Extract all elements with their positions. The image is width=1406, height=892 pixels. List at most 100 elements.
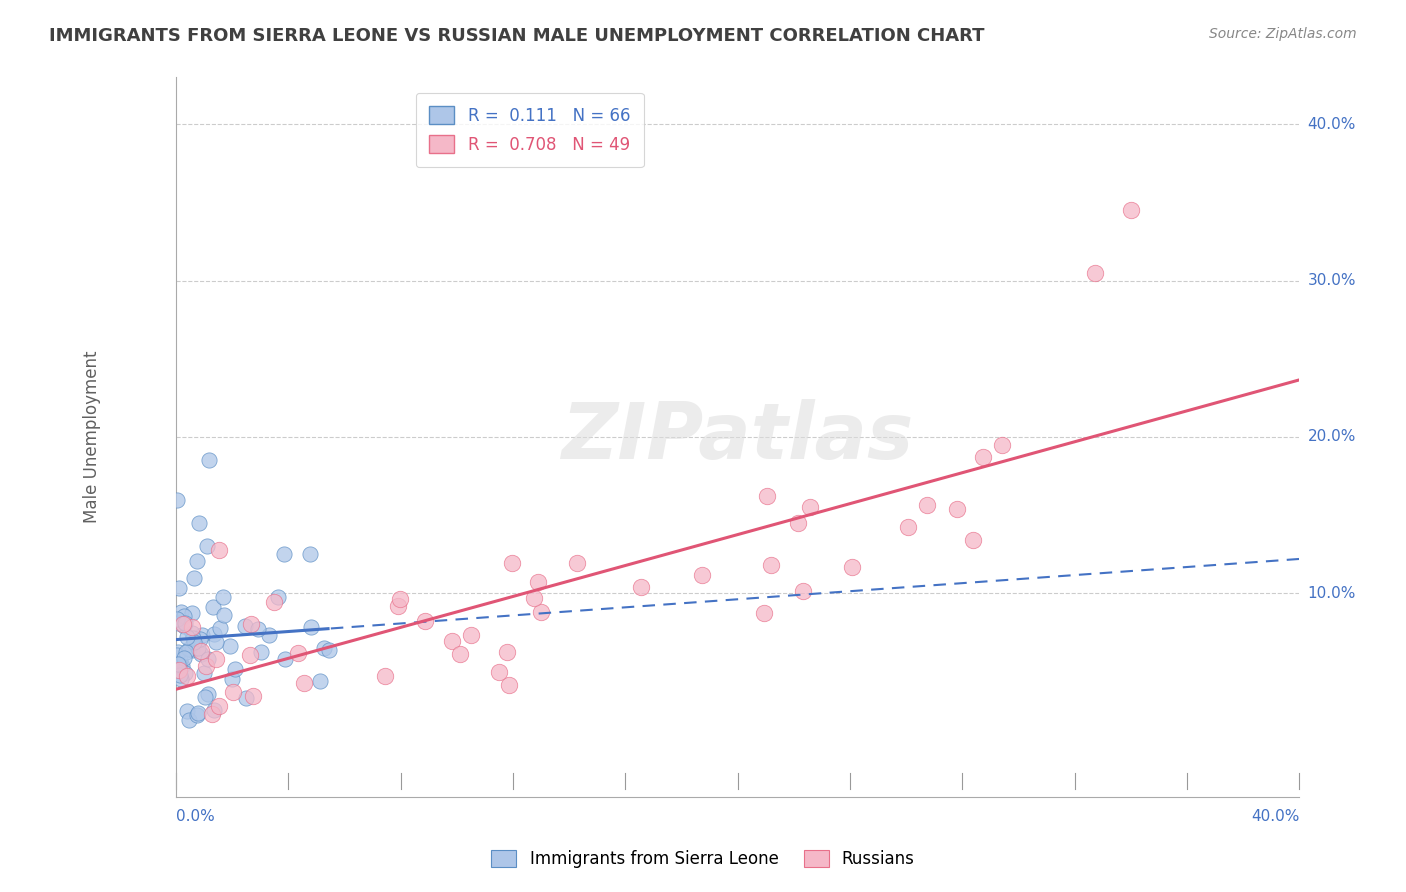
- Point: [218, 639, 240, 653]
- Point: [991, 438, 1014, 452]
- Point: [224, 661, 246, 675]
- Point: [181, 626, 204, 640]
- Point: [413, 614, 436, 628]
- Point: [186, 554, 208, 568]
- Point: [198, 453, 221, 467]
- Point: [204, 634, 226, 648]
- Text: 30.0%: 30.0%: [1308, 273, 1357, 288]
- Point: [181, 606, 204, 620]
- Point: [752, 606, 775, 620]
- Legend: Immigrants from Sierra Leone, Russians: Immigrants from Sierra Leone, Russians: [485, 843, 921, 875]
- Point: [173, 650, 195, 665]
- Point: [170, 605, 193, 619]
- Point: [488, 665, 510, 679]
- Point: [207, 698, 229, 713]
- Point: [181, 632, 204, 646]
- Point: [190, 647, 212, 661]
- Point: [194, 690, 217, 705]
- Point: [197, 687, 219, 701]
- Point: [841, 560, 863, 574]
- Text: IMMIGRANTS FROM SIERRA LEONE VS RUSSIAN MALE UNEMPLOYMENT CORRELATION CHART: IMMIGRANTS FROM SIERRA LEONE VS RUSSIAN …: [49, 27, 984, 45]
- Point: [799, 500, 821, 515]
- Point: [792, 583, 814, 598]
- Point: [388, 591, 411, 606]
- Point: [250, 645, 273, 659]
- Point: [187, 706, 209, 721]
- Point: [287, 646, 309, 660]
- Point: [299, 620, 322, 634]
- Point: [962, 533, 984, 548]
- Point: [177, 713, 200, 727]
- Point: [191, 628, 214, 642]
- Point: [167, 645, 190, 659]
- Text: 10.0%: 10.0%: [1308, 586, 1355, 601]
- Point: [211, 590, 233, 604]
- Point: [202, 627, 225, 641]
- Point: [759, 558, 782, 572]
- Point: [201, 599, 224, 614]
- Point: [176, 668, 198, 682]
- Point: [181, 620, 204, 634]
- Point: [183, 635, 205, 649]
- Point: [239, 648, 262, 663]
- Point: [170, 673, 193, 687]
- Point: [242, 689, 264, 703]
- Point: [173, 666, 195, 681]
- Point: [221, 673, 243, 687]
- Point: [166, 613, 188, 627]
- Point: [222, 685, 245, 699]
- Point: [374, 669, 396, 683]
- Point: [194, 659, 217, 673]
- Text: Male Unemployment: Male Unemployment: [83, 351, 101, 524]
- Point: [449, 647, 471, 661]
- Point: [972, 450, 994, 464]
- Point: [756, 489, 779, 503]
- Point: [273, 547, 295, 561]
- Point: [630, 581, 652, 595]
- Point: [267, 590, 290, 604]
- Point: [197, 652, 219, 666]
- Point: [186, 707, 208, 722]
- Point: [239, 617, 262, 632]
- Point: [169, 667, 191, 681]
- Point: [166, 492, 188, 507]
- Point: [308, 674, 330, 689]
- Point: [247, 622, 270, 636]
- Text: 40.0%: 40.0%: [1251, 809, 1299, 824]
- Point: [318, 643, 340, 657]
- Point: [179, 642, 201, 657]
- Point: [208, 621, 231, 635]
- Point: [183, 571, 205, 585]
- Point: [897, 520, 920, 534]
- Point: [187, 640, 209, 655]
- Point: [187, 516, 209, 530]
- Point: [204, 652, 226, 666]
- Point: [169, 581, 191, 595]
- Point: [174, 645, 197, 659]
- Point: [214, 607, 236, 622]
- Point: [167, 663, 190, 677]
- Point: [188, 632, 211, 646]
- Text: 40.0%: 40.0%: [1308, 117, 1355, 132]
- Point: [946, 502, 969, 516]
- Point: [170, 658, 193, 673]
- Point: [460, 627, 482, 641]
- Point: [387, 599, 409, 614]
- Point: [915, 498, 938, 512]
- Point: [167, 657, 190, 672]
- Point: [208, 542, 231, 557]
- Point: [173, 608, 195, 623]
- Point: [530, 606, 553, 620]
- Point: [441, 633, 464, 648]
- Point: [1084, 266, 1107, 280]
- Legend: R =  0.111   N = 66, R =  0.708   N = 49: R = 0.111 N = 66, R = 0.708 N = 49: [416, 93, 644, 167]
- Point: [167, 616, 190, 631]
- Text: Source: ZipAtlas.com: Source: ZipAtlas.com: [1209, 27, 1357, 41]
- Point: [173, 615, 195, 630]
- Point: [176, 704, 198, 718]
- Point: [527, 575, 550, 590]
- Point: [567, 557, 589, 571]
- Point: [498, 678, 520, 692]
- Point: [314, 640, 336, 655]
- Point: [501, 556, 523, 570]
